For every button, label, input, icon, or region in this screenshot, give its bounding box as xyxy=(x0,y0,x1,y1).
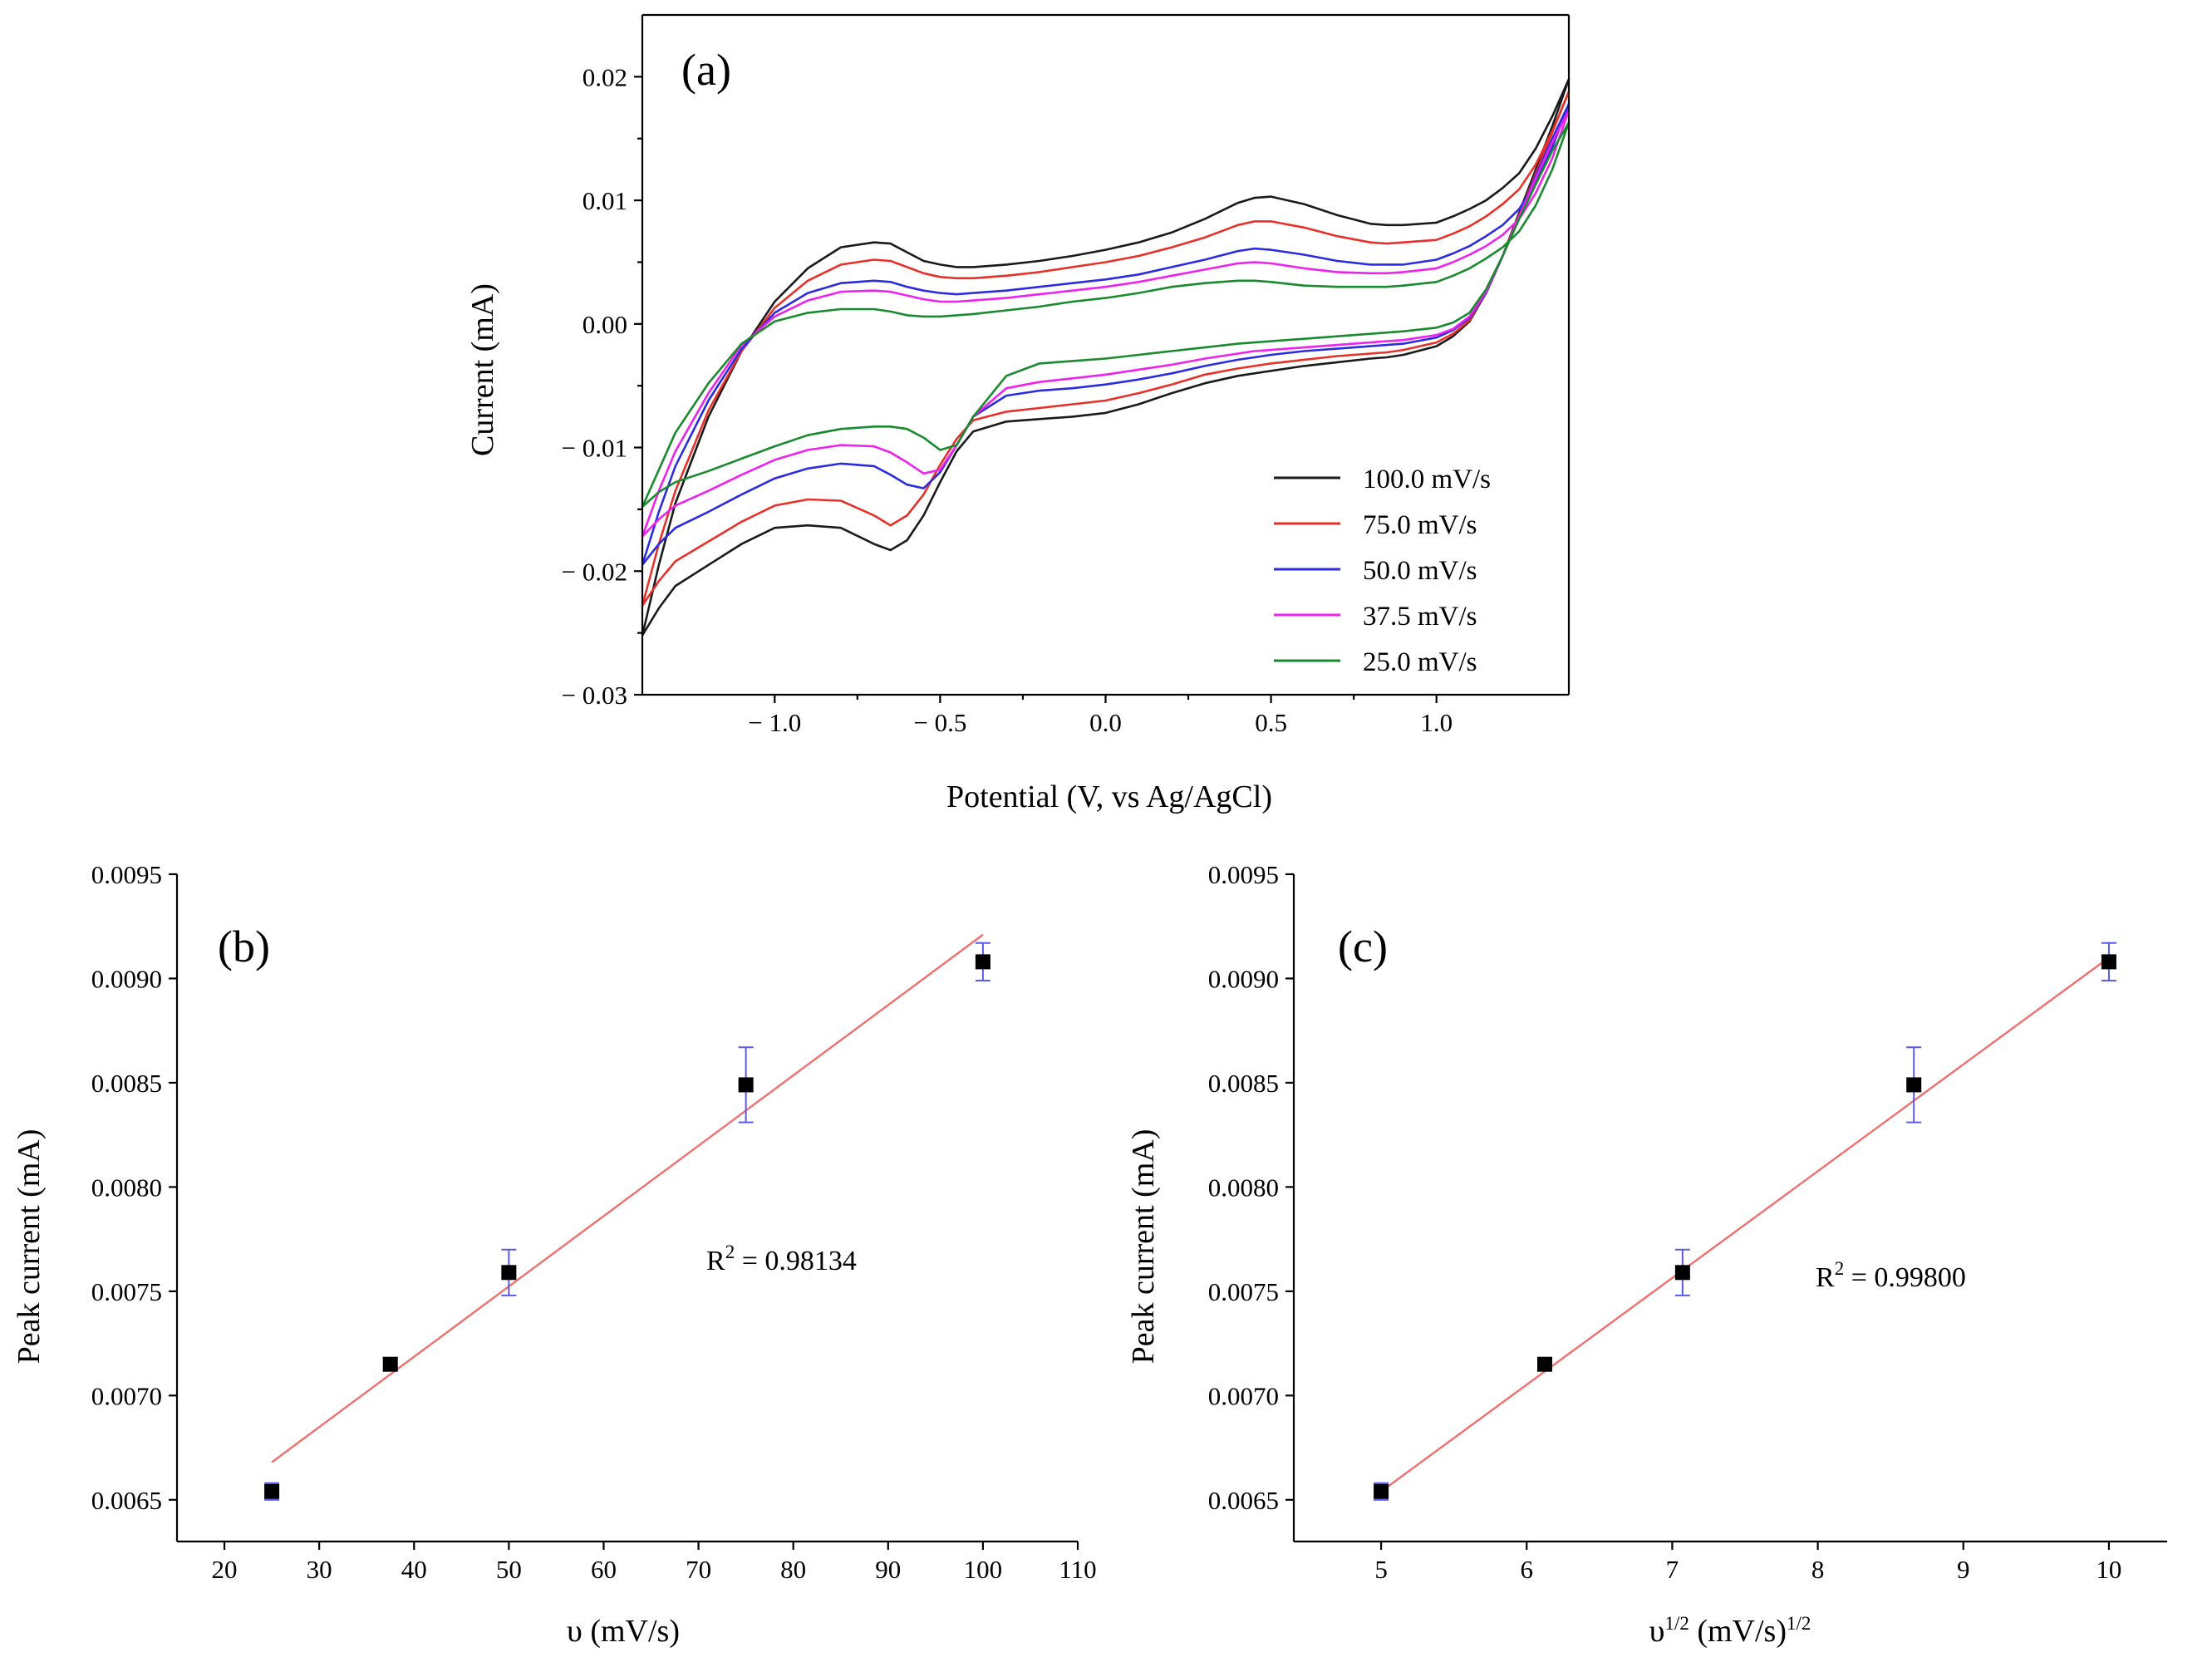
b-data-point xyxy=(738,1077,754,1093)
peak-vs-scan-rate-plot: 20 30 40 50 60 70 80 90 100 110 0.0065 0.0070 0.0075… xyxy=(91,860,1097,1584)
c-data-point xyxy=(1536,1356,1552,1372)
c-x-tick-label: 9 xyxy=(1957,1555,1970,1584)
b-r-squared-annotation: R2 = 0.98134 xyxy=(706,1242,857,1276)
legend-label: 25.0 mV/s xyxy=(1363,647,1477,677)
peak-vs-sqrt-scan-rate-plot: 5 6 7 8 9 10 0.0065 0.0070 0.0075 0.0080 0.0085 0.0… xyxy=(1208,860,2167,1584)
b-x-tick-label: 110 xyxy=(1059,1555,1096,1584)
cv-x-tick-label: − 1.0 xyxy=(748,708,801,737)
cv-curve-100-0-mV-s xyxy=(641,78,1571,637)
c-x-tick-label: 8 xyxy=(1811,1555,1825,1584)
b-x-tick-label: 90 xyxy=(875,1555,901,1584)
c-data-point xyxy=(1906,1077,1922,1093)
b-x-tick-label: 100 xyxy=(964,1555,1003,1584)
c-data-point xyxy=(1674,1265,1690,1281)
b-x-tick-label: 80 xyxy=(780,1555,806,1584)
b-x-axis-title: υ (mV/s) xyxy=(567,1614,680,1649)
c-y-tick-label: 0.0080 xyxy=(1208,1173,1279,1202)
panel-label-c: (c) xyxy=(1338,922,1388,971)
cv-y-tick-label: 0.01 xyxy=(582,186,627,215)
cv-x-tick-label: − 0.5 xyxy=(913,708,966,737)
panel-label-a: (a) xyxy=(681,45,731,95)
c-y-tick-label: 0.0085 xyxy=(1208,1069,1279,1098)
c-y-tick-label: 0.0065 xyxy=(1208,1486,1279,1515)
legend-label: 37.5 mV/s xyxy=(1363,602,1477,632)
b-data-point xyxy=(975,954,990,970)
c-x-axis-title: υ1/2 (mV/s)1/2 xyxy=(1649,1613,1811,1649)
cv-x-axis-title: Potential (V, vs Ag/AgCl) xyxy=(946,779,1272,814)
b-y-tick-label: 0.0070 xyxy=(91,1381,162,1410)
b-fit-line xyxy=(271,933,984,1463)
cv-y-tick-label: − 0.02 xyxy=(562,557,627,586)
cv-axes: − 1.0 − 0.5 0.0 0.5 1.0 − 0.03 − 0.02 − 0.01 0.0… xyxy=(562,13,1571,737)
panel-label-b: (b) xyxy=(218,922,270,971)
b-data-point xyxy=(382,1356,398,1372)
cv-y-tick-label: − 0.03 xyxy=(562,681,627,710)
cv-curves xyxy=(641,78,1571,637)
c-y-tick-label: 0.0075 xyxy=(1208,1277,1279,1306)
c-x-tick-label: 5 xyxy=(1374,1555,1388,1584)
b-data-point xyxy=(264,1483,280,1499)
c-y-tick-label: 0.0090 xyxy=(1208,964,1279,993)
c-y-tick-label: 0.0070 xyxy=(1208,1381,1279,1410)
cv-x-tick-label: 1.0 xyxy=(1420,708,1453,737)
peak-vs-scan-rate-panel: 20 30 40 50 60 70 80 90 100 110 0.0065 0.0070 0.0075… xyxy=(12,860,1097,1649)
c-data-point xyxy=(1374,1483,1389,1499)
cv-y-tick-label: − 0.01 xyxy=(562,434,627,463)
c-r-squared-annotation: R2 = 0.99800 xyxy=(1816,1258,1966,1293)
cv-curve-50-0-mV-s xyxy=(641,102,1571,566)
b-x-tick-label: 30 xyxy=(307,1555,332,1584)
cv-x-tick-label: 0.0 xyxy=(1089,708,1122,737)
cv-y-tick-label: 0.00 xyxy=(582,310,627,339)
c-x-tick-label: 7 xyxy=(1666,1555,1679,1584)
b-x-tick-label: 20 xyxy=(212,1555,238,1584)
b-y-tick-label: 0.0075 xyxy=(91,1277,162,1306)
b-y-tick-label: 0.0085 xyxy=(91,1069,162,1098)
b-x-tick-label: 40 xyxy=(401,1555,427,1584)
b-x-tick-label: 60 xyxy=(591,1555,617,1584)
cv-x-tick-label: 0.5 xyxy=(1255,708,1287,737)
c-x-tick-label: 10 xyxy=(2096,1555,2121,1584)
legend-label: 50.0 mV/s xyxy=(1363,556,1477,586)
b-y-axis-title: Peak current (mA) xyxy=(12,1129,47,1365)
cv-y-tick-label: 0.02 xyxy=(582,62,627,91)
cv-curve-25-0-mV-s xyxy=(641,121,1571,508)
b-y-tick-label: 0.0080 xyxy=(91,1173,162,1202)
b-data-point xyxy=(501,1265,517,1281)
cv-plot-panel: − 1.0 − 0.5 0.0 0.5 1.0 − 0.03 − 0.02 − 0.01 0.0… xyxy=(465,13,1571,814)
b-x-tick-label: 50 xyxy=(496,1555,522,1584)
legend-label: 100.0 mV/s xyxy=(1363,465,1491,494)
cv-y-axis-title: Current (mA) xyxy=(465,283,500,456)
b-x-tick-label: 70 xyxy=(686,1555,711,1584)
peak-vs-sqrt-scan-rate-panel: 5 6 7 8 9 10 0.0065 0.0070 0.0075 0.0080 0.0085 0.0… xyxy=(1126,860,2167,1649)
cv-legend: 100.0 mV/s 75.0 mV/s 50.0 mV/s 37.5 mV/s 25.… xyxy=(1274,465,1491,677)
c-data-point xyxy=(2101,954,2116,970)
b-y-tick-label: 0.0095 xyxy=(91,860,162,889)
legend-label: 75.0 mV/s xyxy=(1363,510,1477,540)
c-y-tick-label: 0.0095 xyxy=(1208,860,1279,889)
c-fit-line xyxy=(1380,956,2110,1492)
b-y-tick-label: 0.0065 xyxy=(91,1486,162,1515)
c-y-axis-title: Peak current (mA) xyxy=(1126,1129,1161,1365)
c-x-tick-label: 6 xyxy=(1521,1555,1534,1584)
b-y-tick-label: 0.0090 xyxy=(91,964,162,993)
